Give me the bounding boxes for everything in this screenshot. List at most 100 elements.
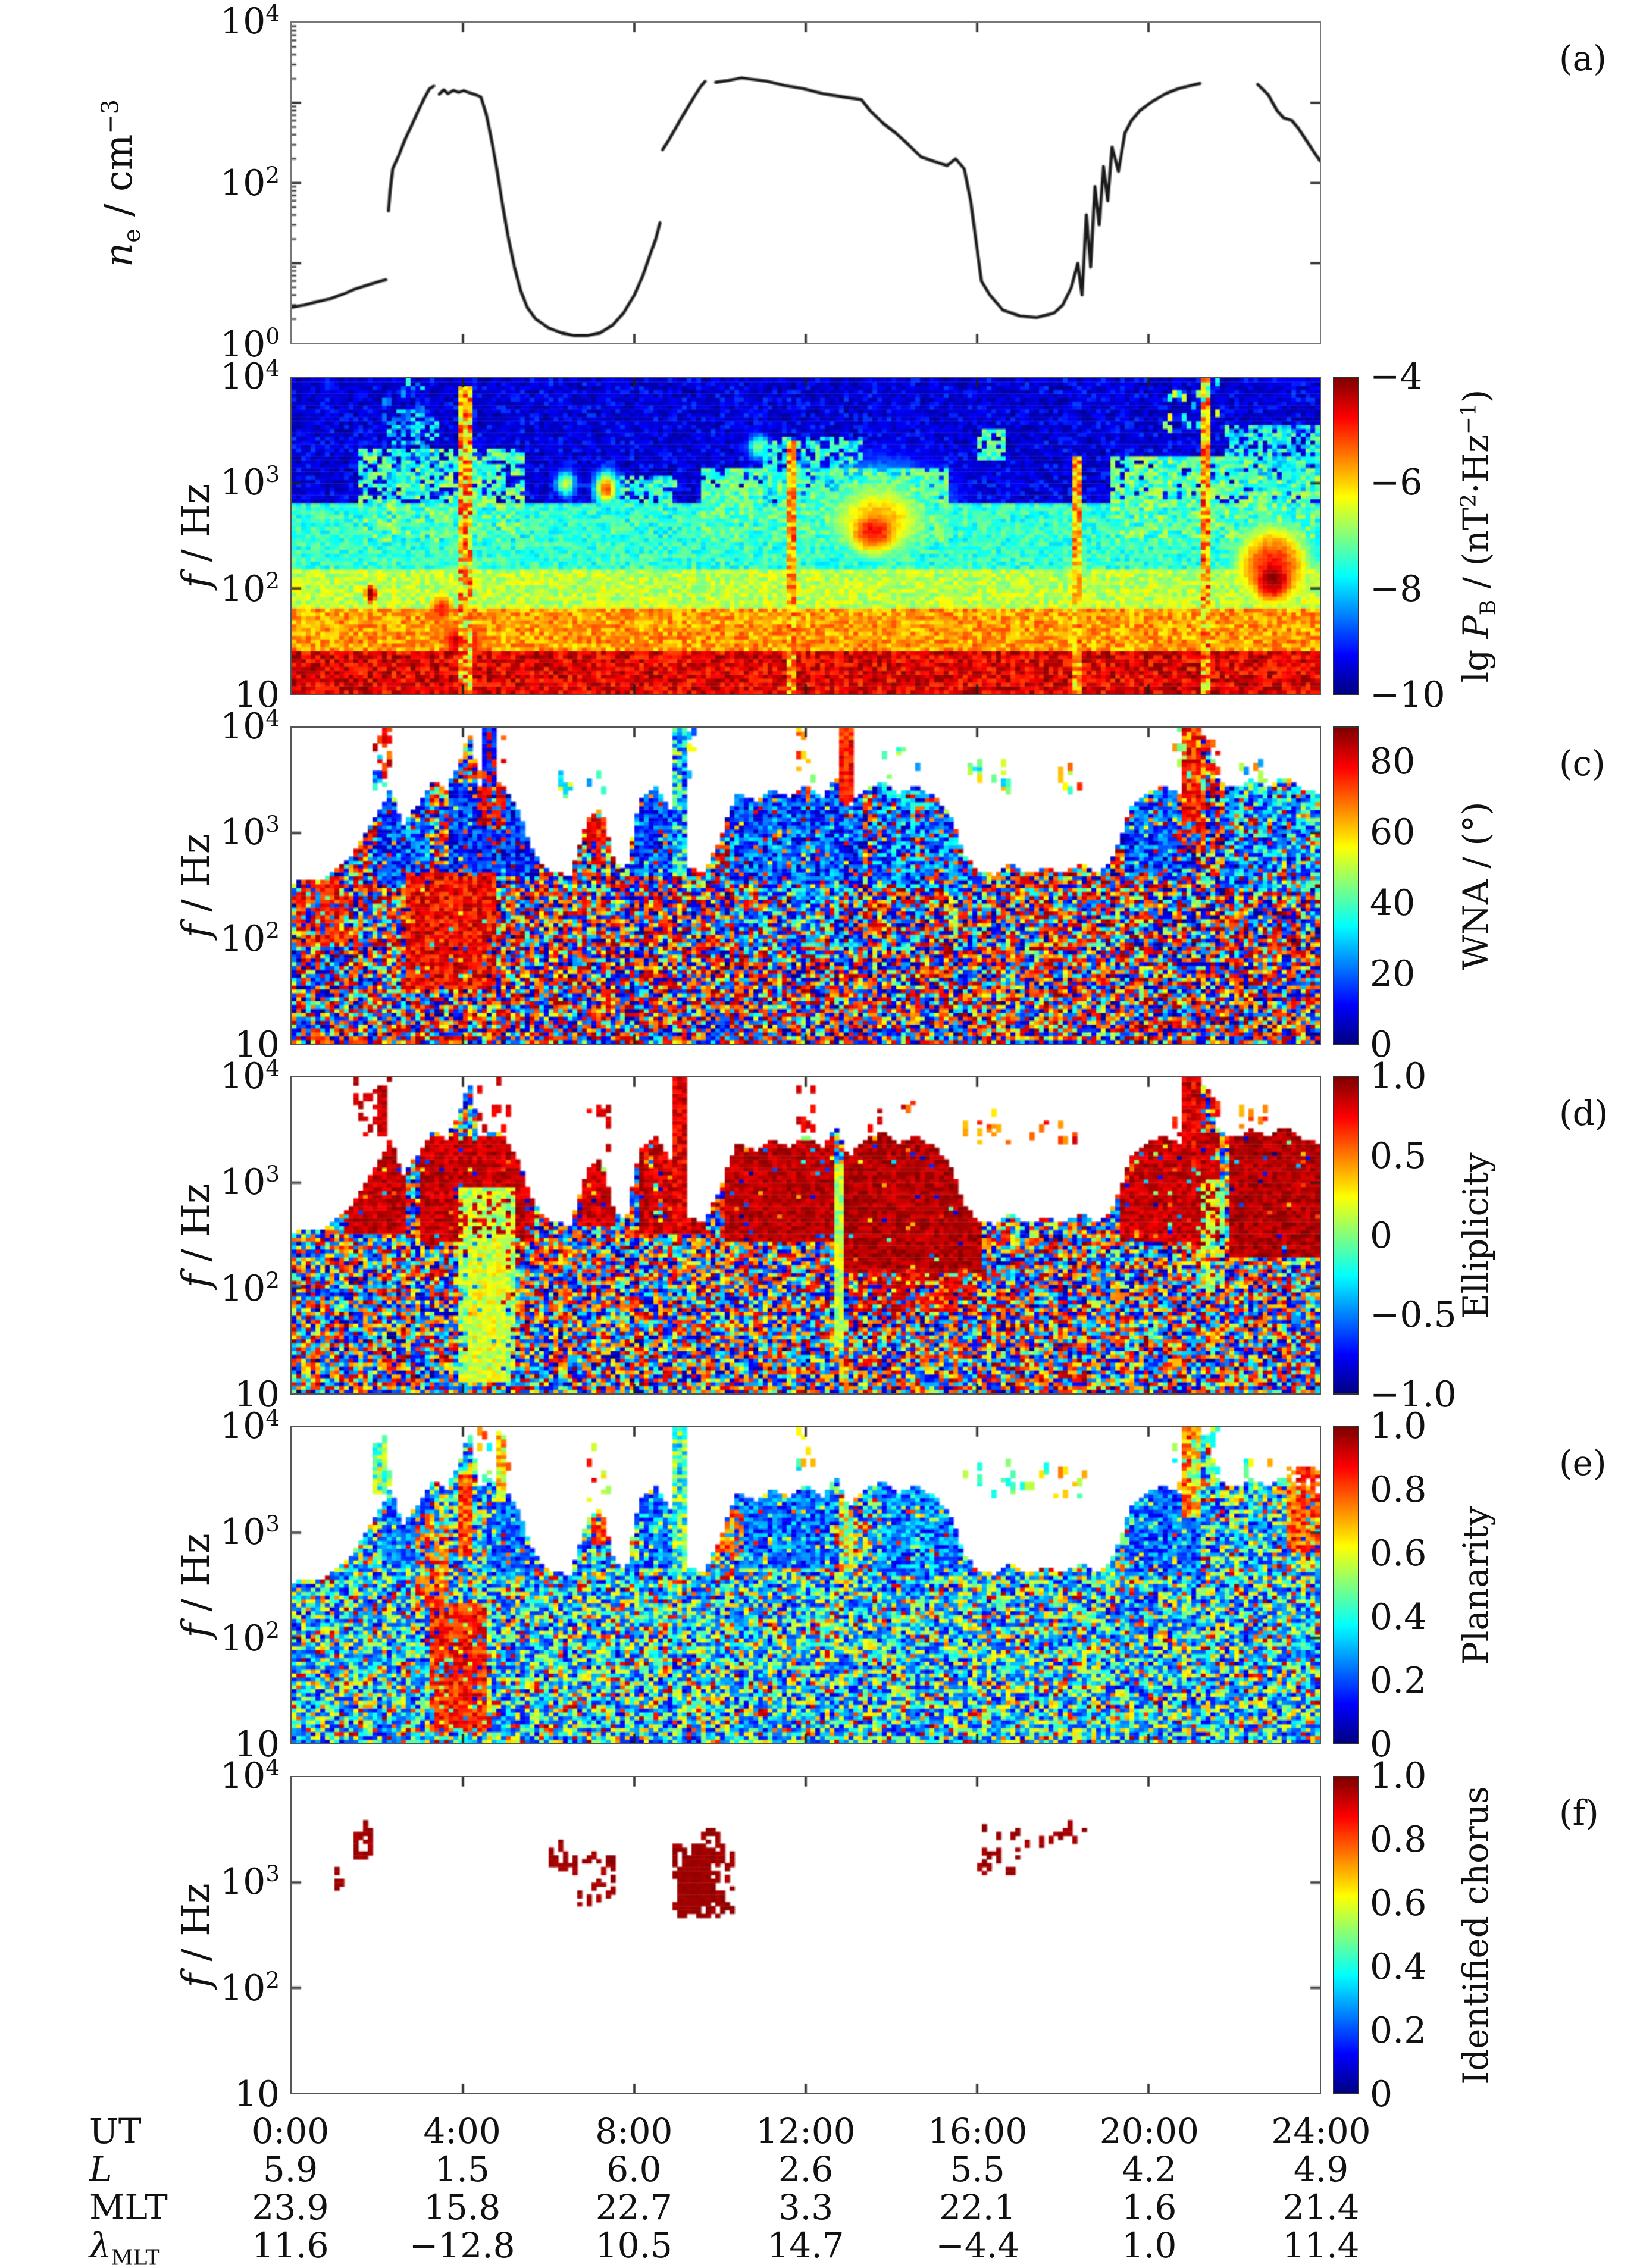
axis-row-value: 24:00 — [1271, 2111, 1371, 2151]
text-part: 10 — [234, 1024, 280, 1066]
y-tick-label: 102 — [220, 568, 280, 610]
colorbar-tick-label: 0.6 — [1370, 1882, 1427, 1924]
axis-row-value: 21.4 — [1282, 2187, 1360, 2228]
axis-row-value: 16:00 — [928, 2111, 1028, 2151]
text-part: 3 — [265, 1161, 280, 1188]
colorbar-tick-label: 0.5 — [1370, 1135, 1427, 1177]
y-tick-label: 10 — [234, 674, 280, 716]
axis-row-l: L 5.9 1.5 6.0 2.6 5.5 4.2 4.9 — [0, 2149, 1640, 2189]
text-part: lg — [1456, 638, 1496, 682]
text-part: 2 — [1456, 493, 1481, 508]
text-part: 10 — [220, 568, 266, 610]
text-part: 4 — [265, 705, 280, 731]
axis-row-value: 4:00 — [423, 2111, 501, 2151]
colorbar-tick-label: −10 — [1370, 674, 1445, 716]
text-part: 10 — [220, 706, 266, 747]
text-part: 2 — [265, 1966, 280, 1993]
axis-row-value: −12.8 — [409, 2225, 515, 2266]
axis-row-value: 4.9 — [1293, 2149, 1349, 2189]
colorbar-ticks-e: 1.0 0.8 0.6 0.4 0.2 0 — [1370, 1405, 1483, 1765]
colorbar-d — [1333, 1076, 1359, 1395]
text-part: 2 — [265, 1617, 280, 1643]
colorbar-tick-label: 0.8 — [1370, 1469, 1427, 1511]
text-part: Identified chorus — [1456, 1785, 1496, 2085]
panel-tag-c: (c) — [1559, 743, 1605, 784]
colorbar-tick-label: 0.4 — [1370, 1596, 1427, 1638]
text-part: 4 — [265, 1055, 280, 1081]
colorbar-tick-label: −1.0 — [1370, 1374, 1457, 1415]
y-tick-label: 100 — [220, 324, 280, 365]
colorbar-tick-label: −6 — [1370, 462, 1423, 504]
y-tick-label: 10 — [234, 1724, 280, 1765]
text-part: 10 — [220, 1861, 266, 1903]
plot-area-d: (d) — [290, 1076, 1608, 1395]
text-part: / cm — [97, 134, 141, 228]
colorbar-tick-label: −8 — [1370, 568, 1423, 610]
y-tick-label: 104 — [220, 1, 280, 42]
panel-e: f / Hz 104 103 102 10 (e) 1.0 0.8 0.6 0.4 0.2 0 … — [0, 1405, 1640, 1765]
panel-tag-b: (b) — [1559, 393, 1608, 434]
axis-row-lambda-mlt: λMLT 11.6 −12.8 10.5 14.7 −4.4 1.0 11.4 — [0, 2225, 1640, 2268]
text-part: 10 — [220, 356, 266, 397]
text-part: 10 — [220, 1, 266, 42]
y-tick-labels-a: 104 102 100 — [137, 1, 280, 365]
axis-row-value: 2.6 — [778, 2149, 834, 2189]
text-part: ) — [1456, 389, 1496, 403]
text-part: 10 — [220, 1755, 266, 1797]
text-part: 4 — [265, 355, 280, 381]
axis-row-value: 1.6 — [1122, 2187, 1177, 2228]
colorbar-ticks-d: 1.0 0.5 0 −0.5 −1.0 — [1370, 1055, 1483, 1415]
y-tick-label: 103 — [220, 1511, 280, 1553]
text-part: MLT — [111, 2245, 160, 2268]
axis-row-header-mlt: MLT — [89, 2187, 168, 2228]
text-part: P — [1456, 615, 1496, 638]
colorbar-tick-label: −4 — [1370, 356, 1423, 397]
text-part: 10 — [220, 1267, 266, 1310]
text-part: WNA / (°) — [1456, 801, 1496, 970]
axis-row-value: 14.7 — [767, 2225, 844, 2266]
text-part: ·Hz — [1456, 434, 1496, 494]
text-part: 10 — [234, 2073, 280, 2115]
plot-area-c: (c) — [290, 726, 1605, 1045]
y-tick-label: 102 — [220, 1968, 280, 2009]
axis-row-value: 1.5 — [434, 2149, 490, 2189]
text-part: MLT — [89, 2187, 168, 2228]
axis-row-value: 0:00 — [251, 2111, 330, 2151]
heatmap-wave-normal-angle — [292, 728, 1320, 1044]
text-part: 10 — [234, 674, 280, 716]
plot-area-e: (e) — [290, 1426, 1607, 1744]
text-part: −1 — [1456, 402, 1481, 434]
y-tick-label: 102 — [220, 162, 280, 204]
text-part: n — [97, 242, 141, 267]
text-part: 10 — [220, 917, 266, 960]
text-part: / (nT — [1456, 507, 1496, 600]
panel-f: f / Hz 104 103 102 10 (f) 1.0 0.8 0.6 0.4 0.2 0 … — [0, 1755, 1640, 2115]
text-part: −3 — [96, 99, 124, 134]
y-tick-label: 104 — [220, 356, 280, 397]
colorbar-tick-label: 0 — [1370, 1214, 1393, 1257]
colorbar-b — [1333, 377, 1359, 695]
panel-tag-e: (e) — [1559, 1443, 1607, 1483]
text-part: 10 — [234, 1374, 280, 1415]
y-tick-label: 10 — [234, 1374, 280, 1415]
y-tick-label: 102 — [220, 918, 280, 960]
axis-row-mlt: MLT 23.9 15.8 22.7 3.3 22.1 1.6 21.4 — [0, 2187, 1640, 2228]
y-tick-labels-f: 104 103 102 10 — [137, 1755, 280, 2115]
colorbar-label-ellipticity: Elliplicity — [1456, 1152, 1496, 1318]
axis-row-value: 15.8 — [424, 2187, 501, 2228]
colorbar-tick-label: 0.6 — [1370, 1533, 1427, 1574]
text-part: 2 — [265, 1267, 280, 1293]
colorbar-tick-label: 0 — [1370, 2073, 1393, 2115]
y-tick-label: 104 — [220, 1055, 280, 1097]
axis-row-value: 6.0 — [606, 2149, 662, 2189]
text-part: B — [1476, 599, 1501, 615]
colorbar-f — [1333, 1776, 1359, 2094]
text-part: 3 — [265, 1860, 280, 1887]
colorbar-ticks-b: −4 −6 −8 −10 — [1370, 356, 1483, 716]
panel-d: f / Hz 104 103 102 10 (d) 1.0 0.5 0 −0.5 −1.0 E… — [0, 1055, 1640, 1415]
y-tick-label: 103 — [220, 1861, 280, 1903]
text-part: 10 — [220, 462, 266, 504]
colorbar-e — [1333, 1426, 1359, 1744]
axis-row-header-l: L — [89, 2149, 112, 2189]
y-tick-label: 103 — [220, 462, 280, 503]
